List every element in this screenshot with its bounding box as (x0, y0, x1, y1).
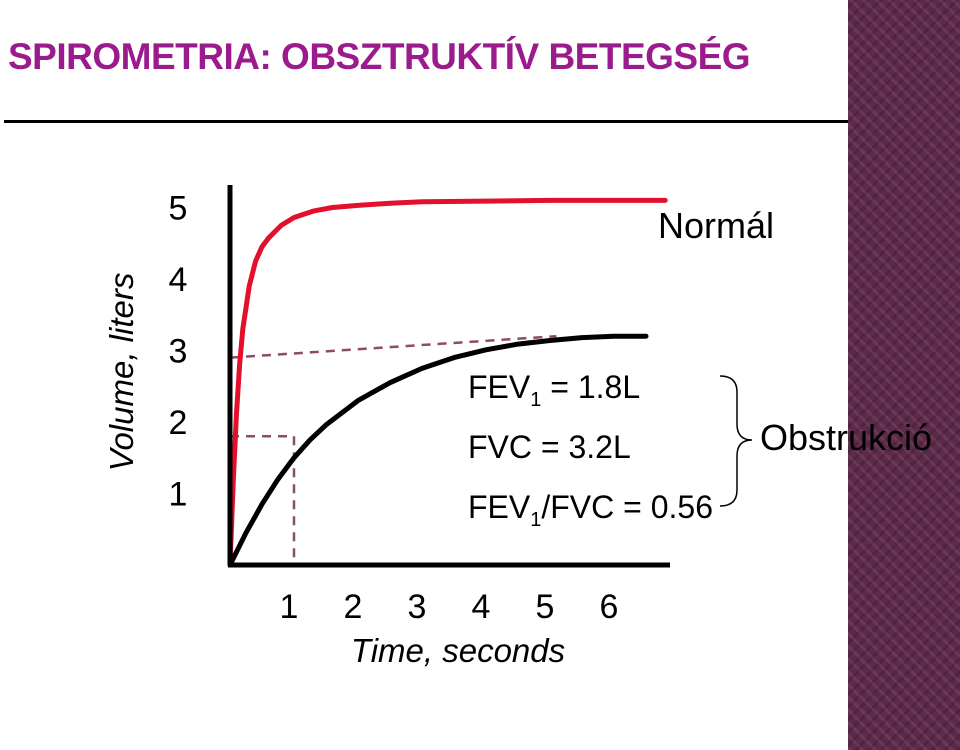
ratio-annotation: FEV1/FVC = 0.56 (468, 489, 713, 531)
y-tick-label: 4 (169, 261, 188, 299)
fev1-annotation: FEV1 = 1.8L (468, 369, 640, 411)
y-tick-label: 5 (169, 190, 188, 228)
series-line-obstructive (227, 333, 649, 568)
title-divider (4, 120, 900, 123)
obstruction-brace (719, 375, 753, 507)
fvc-annotation: FVC = 3.2L (468, 429, 631, 465)
ratio-value: /FVC = 0.56 (541, 489, 713, 525)
x-tick-label: 1 (280, 588, 299, 626)
x-tick-label: 3 (408, 588, 427, 626)
x-tick-label: 4 (472, 588, 491, 626)
series-line-normal (227, 197, 668, 568)
x-axis-label: Time, seconds (351, 632, 565, 669)
fev1-value: = 1.8L (541, 369, 640, 405)
fev1-label: FEV (468, 369, 531, 405)
fev1-subscript: 1 (530, 389, 541, 411)
fvc-guide-line (229, 334, 557, 359)
series-group (227, 197, 668, 568)
ratio-label: FEV (468, 489, 531, 525)
page-title: SPIROMETRIA: OBSZTRUKTÍV BETEGSÉG (8, 36, 751, 77)
x-tick-labels: 1 2 3 4 5 6 (280, 588, 619, 626)
x-tick-label: 6 (600, 588, 619, 626)
y-tick-labels: 1 2 3 4 5 (169, 190, 188, 514)
obstruction-label: Obstrukció (760, 417, 932, 458)
normal-label: Normál (658, 205, 774, 246)
x-tick-label: 5 (536, 588, 555, 626)
decorative-side-strip (848, 0, 960, 750)
ratio-subscript: 1 (530, 509, 541, 531)
y-tick-label: 2 (169, 404, 188, 442)
y-tick-label: 1 (169, 476, 188, 514)
y-axis-label: Volume, liters (103, 273, 140, 472)
y-tick-label: 3 (169, 333, 188, 371)
x-tick-label: 2 (344, 588, 363, 626)
